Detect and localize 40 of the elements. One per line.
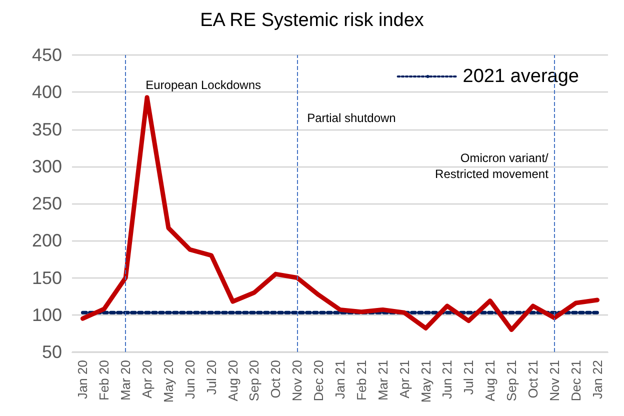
x-tick-label: Feb 20: [96, 360, 112, 400]
x-tick-label: Aug 20: [225, 360, 240, 402]
x-tick-label: Jun 20: [182, 360, 198, 400]
y-tick-label: 450: [32, 45, 62, 65]
x-tick-label: May 20: [160, 360, 176, 403]
x-tick-label: Feb 21: [354, 360, 369, 400]
legend-label: 2021 average: [462, 66, 580, 87]
x-tick-label: Oct 20: [268, 360, 284, 398]
x-tick-label: Aug 21: [482, 360, 498, 402]
y-tick-label: 150: [32, 268, 62, 288]
y-tick-label: 50: [42, 342, 62, 362]
line-series: [80, 95, 600, 332]
y-tick-label: 400: [32, 82, 62, 102]
x-tick-label: Mar 20: [118, 360, 134, 400]
x-tick-label: Jan 22: [590, 360, 605, 400]
x-tick-label: May 21: [418, 360, 434, 403]
ref-line-label: European Lockdowns: [146, 78, 262, 92]
x-tick-label: Nov 20: [290, 360, 305, 402]
x-tick-label: Dec 21: [568, 360, 584, 402]
x-tick-label: Sep 21: [504, 360, 520, 402]
x-tick-label: Jan 20: [75, 360, 90, 400]
y-tick-label: 350: [32, 119, 62, 140]
ref-line-label: Omicron variant/ Restricted movement: [435, 151, 550, 181]
x-tick-label: Apr 21: [396, 360, 412, 398]
x-tick-label: Nov 21: [546, 360, 562, 402]
chart-title: EA RE Systemic risk index: [200, 10, 424, 31]
x-tick-label: Jul 21: [461, 360, 476, 395]
y-tick-label: 100: [32, 304, 62, 325]
x-tick-label: Jan 21: [332, 360, 348, 400]
x-tick-label: Mar 21: [375, 360, 390, 400]
y-tick-label: 250: [32, 194, 62, 214]
y-tick-label: 300: [32, 156, 62, 176]
x-tick-label: Dec 20: [311, 360, 326, 402]
x-tick-label: Jul 20: [204, 360, 219, 395]
x-tick-label: Oct 21: [525, 360, 540, 398]
y-tick-label: 200: [32, 230, 62, 251]
x-tick-label: Jun 21: [440, 360, 455, 400]
x-tick-label: Apr 20: [140, 360, 155, 398]
ref-line-label: Partial shutdown: [307, 111, 396, 125]
x-tick-label: Sep 20: [246, 360, 262, 402]
